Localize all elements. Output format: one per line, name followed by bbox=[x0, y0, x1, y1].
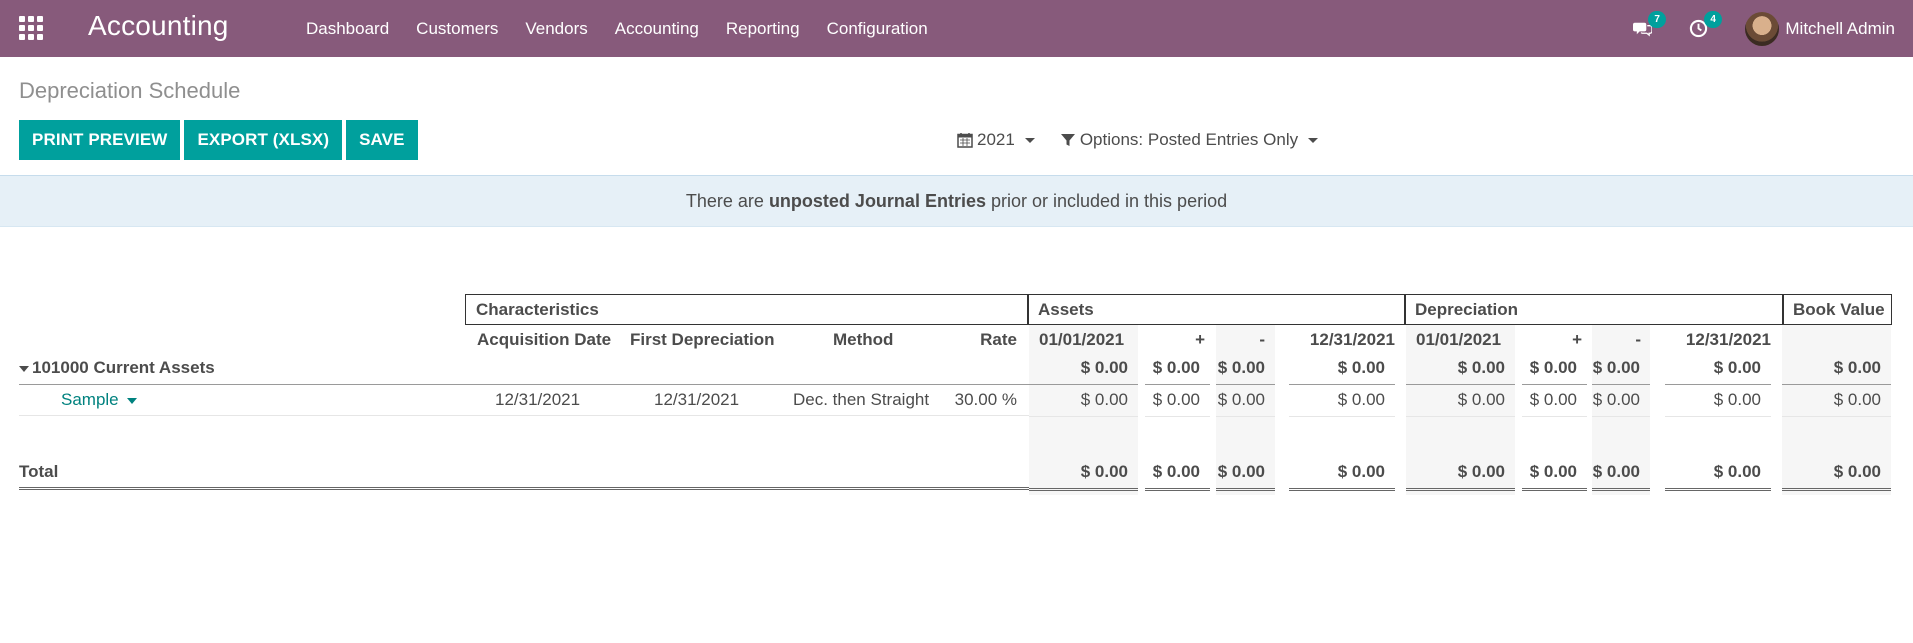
export-xlsx-button[interactable]: EXPORT (XLSX) bbox=[184, 120, 343, 160]
group-row-assets-end: $ 0.00 bbox=[1337, 358, 1385, 377]
asset-row-assets-minus: $ 0.00 bbox=[1217, 390, 1265, 409]
messages-button[interactable]: 7 bbox=[1633, 10, 1666, 41]
group-row-current-assets[interactable]: 101000 Current Assets bbox=[19, 358, 215, 378]
period-filter[interactable]: 2021 bbox=[957, 130, 1035, 150]
messages-badge: 7 bbox=[1648, 10, 1666, 28]
group-row-dep-end: $ 0.00 bbox=[1713, 358, 1761, 377]
total-row-assets-minus: $ 0.00 bbox=[1217, 462, 1265, 481]
group-row-assets-start: $ 0.00 bbox=[1080, 358, 1128, 377]
alert-suffix: prior or included in this period bbox=[990, 190, 1228, 211]
col-method: Method bbox=[833, 330, 894, 349]
asset-row-dep-start: $ 0.00 bbox=[1457, 390, 1505, 409]
asset-row-dep-plus: $ 0.00 bbox=[1529, 390, 1577, 409]
col-first-depreciation: First Depreciation bbox=[630, 330, 775, 349]
chevron-down-icon bbox=[1024, 137, 1035, 143]
group-row-assets-plus: $ 0.00 bbox=[1152, 358, 1200, 377]
unposted-entries-alert: There are unposted Journal Entries prior… bbox=[0, 175, 1913, 227]
print-preview-button[interactable]: PRINT PREVIEW bbox=[19, 120, 181, 160]
page-title: Depreciation Schedule bbox=[19, 78, 241, 103]
total-row-assets-end: $ 0.00 bbox=[1337, 462, 1385, 481]
book-value-header: Book Value bbox=[1782, 294, 1892, 325]
asset-method: Dec. then Straight bbox=[793, 390, 930, 409]
total-row-dep-minus: $ 0.00 bbox=[1592, 462, 1640, 481]
col-dep-plus: + bbox=[1572, 330, 1582, 349]
characteristics-header: Characteristics bbox=[465, 294, 1029, 325]
asset-row-sample[interactable]: Sample bbox=[61, 390, 137, 410]
asset-row-dep-minus: $ 0.00 bbox=[1592, 390, 1640, 409]
systray: 7 4 Mitchell Admin bbox=[1633, 0, 1913, 57]
user-menu[interactable]: Mitchell Admin bbox=[1785, 18, 1895, 38]
app-title[interactable]: Accounting bbox=[88, 10, 229, 41]
activities-button[interactable]: 4 bbox=[1689, 10, 1722, 41]
avatar[interactable] bbox=[1745, 11, 1780, 46]
depreciation-header: Depreciation bbox=[1404, 294, 1784, 325]
col-dep-minus: - bbox=[1635, 330, 1641, 349]
col-assets-plus: + bbox=[1195, 330, 1205, 349]
chevron-down-icon bbox=[1308, 137, 1319, 143]
main-menu: Dashboard Customers Vendors Accounting R… bbox=[306, 0, 955, 57]
menu-accounting[interactable]: Accounting bbox=[614, 18, 699, 38]
asset-row-assets-start: $ 0.00 bbox=[1080, 390, 1128, 409]
clock-icon bbox=[1690, 19, 1708, 38]
apps-menu-icon[interactable] bbox=[19, 16, 43, 40]
menu-reporting[interactable]: Reporting bbox=[725, 18, 800, 38]
total-row-dep-end: $ 0.00 bbox=[1713, 462, 1761, 481]
asset-row-assets-plus: $ 0.00 bbox=[1152, 390, 1200, 409]
col-dep-start: 01/01/2021 bbox=[1416, 330, 1502, 349]
col-rate: Rate bbox=[980, 330, 1017, 349]
total-row-dep-start: $ 0.00 bbox=[1457, 462, 1505, 481]
menu-dashboard[interactable]: Dashboard bbox=[306, 18, 390, 38]
col-acquisition-date: Acquisition Date bbox=[477, 330, 612, 349]
group-row-book-value: $ 0.00 bbox=[1833, 358, 1881, 377]
col-assets-start: 01/01/2021 bbox=[1039, 330, 1125, 349]
period-filter-label: 2021 bbox=[977, 130, 1015, 149]
total-row-book-value: $ 0.00 bbox=[1833, 462, 1881, 481]
asset-row-book-value: $ 0.00 bbox=[1833, 390, 1881, 409]
action-buttons: PRINT PREVIEW EXPORT (XLSX) SAVE bbox=[19, 120, 422, 160]
save-button[interactable]: SAVE bbox=[346, 120, 418, 160]
caret-down-icon bbox=[126, 397, 137, 404]
total-row-label: Total bbox=[19, 462, 59, 481]
alert-prefix: There are bbox=[685, 190, 764, 211]
group-row-dep-plus: $ 0.00 bbox=[1529, 358, 1577, 377]
menu-vendors[interactable]: Vendors bbox=[525, 18, 588, 38]
group-row-dep-start: $ 0.00 bbox=[1457, 358, 1505, 377]
assets-header: Assets bbox=[1027, 294, 1406, 325]
asset-acquisition-date: 12/31/2021 bbox=[495, 390, 581, 409]
options-filter-label: Options: Posted Entries Only bbox=[1079, 130, 1299, 149]
col-dep-end: 12/31/2021 bbox=[1685, 330, 1771, 349]
options-filter[interactable]: Options: Posted Entries Only bbox=[1060, 130, 1319, 150]
total-row-assets-plus: $ 0.00 bbox=[1152, 462, 1200, 481]
asset-row-dep-end: $ 0.00 bbox=[1713, 390, 1761, 409]
menu-configuration[interactable]: Configuration bbox=[826, 18, 928, 38]
filter-icon bbox=[1060, 134, 1075, 146]
group-row-assets-minus: $ 0.00 bbox=[1217, 358, 1265, 377]
col-assets-end: 12/31/2021 bbox=[1309, 330, 1395, 349]
col-assets-minus: - bbox=[1259, 330, 1265, 349]
alert-bold-text: unposted Journal Entries bbox=[768, 190, 986, 211]
report-filters: 2021 Options: Posted Entries Only bbox=[957, 130, 1343, 150]
asset-row-assets-end: $ 0.00 bbox=[1337, 390, 1385, 409]
asset-rate: 30.00 % bbox=[954, 390, 1017, 409]
total-row-assets-start: $ 0.00 bbox=[1080, 462, 1128, 481]
caret-down-icon bbox=[19, 365, 29, 372]
group-row-dep-minus: $ 0.00 bbox=[1592, 358, 1640, 377]
menu-customers[interactable]: Customers bbox=[416, 18, 499, 38]
total-row-dep-plus: $ 0.00 bbox=[1529, 462, 1577, 481]
asset-first-depreciation: 12/31/2021 bbox=[654, 390, 740, 409]
activities-badge: 4 bbox=[1704, 10, 1722, 28]
top-navbar: Accounting Dashboard Customers Vendors A… bbox=[0, 0, 1913, 57]
calendar-icon bbox=[957, 133, 973, 148]
